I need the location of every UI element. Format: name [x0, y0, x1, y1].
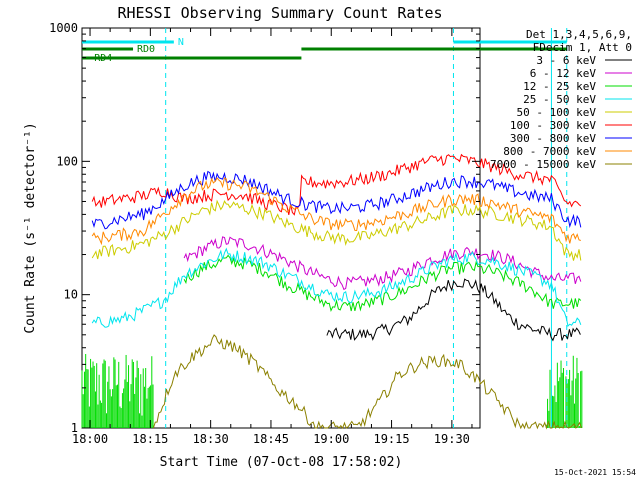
legend-entry-label: 12 - 25 keV — [523, 80, 596, 93]
legend-entry-label: 3 - 6 keV — [536, 54, 596, 67]
legend: Det 1,3,4,5,6,9,FDecim 1, Att 03 - 6 keV… — [490, 28, 632, 171]
series-line-0 — [326, 278, 581, 342]
x-tick-label: 19:00 — [313, 432, 349, 446]
y-tick-label: 1 — [71, 421, 78, 435]
legend-entry-label: 50 - 100 keV — [517, 106, 597, 119]
series-line-1 — [183, 236, 582, 291]
flag-bars: N RD0 RD4 — [82, 37, 567, 64]
flag-vlines — [165, 28, 568, 428]
x-axis: 18:00 18:15 18:30 18:45 19:00 19:15 19:30 — [72, 28, 473, 446]
series-line-4 — [91, 199, 582, 261]
legend-entry-label: 6 - 12 keV — [530, 67, 597, 80]
series-line-2 — [183, 254, 582, 312]
flag-label-n: N — [178, 37, 184, 48]
x-axis-label: Start Time (07-Oct-08 17:58:02) — [160, 455, 403, 470]
legend-entry-label: 300 - 800 keV — [510, 132, 596, 145]
y-tick-label: 1000 — [49, 21, 78, 35]
legend-entry-label: 7000 - 15000 keV — [490, 158, 596, 171]
x-tick-label: 19:15 — [373, 432, 409, 446]
plot-frame — [81, 27, 481, 429]
series-line-5 — [91, 153, 582, 216]
series-line-7 — [91, 177, 581, 246]
chart-title: RHESSI Observing Summary Count Rates — [117, 4, 442, 22]
series-line-3 — [91, 247, 582, 328]
series-layer — [91, 153, 582, 430]
y-tick-label: 10 — [64, 288, 78, 302]
y-axis-label: Count Rate (s⁻¹ detector⁻¹) — [23, 122, 38, 333]
legend-header: Det 1,3,4,5,6,9, — [526, 28, 632, 41]
legend-entry-label: 100 - 300 keV — [510, 119, 596, 132]
y-axis: 1 10 100 1000 — [49, 21, 480, 435]
flag-label-rd0: RD0 — [137, 44, 155, 55]
series-line-8 — [152, 334, 582, 430]
flag-label-rd4: RD4 — [94, 53, 112, 64]
x-tick-label: 19:30 — [434, 432, 470, 446]
x-tick-label: 18:30 — [193, 432, 229, 446]
x-tick-label: 18:15 — [132, 432, 168, 446]
legend-entry-label: 25 - 50 keV — [523, 93, 596, 106]
series-line-6 — [91, 170, 582, 230]
x-tick-label: 18:45 — [253, 432, 289, 446]
saa-fill-layer — [81, 353, 583, 428]
x-tick-label: 18:00 — [72, 432, 108, 446]
y-tick-label: 100 — [56, 154, 78, 168]
legend-entry-label: 800 - 7000 keV — [503, 145, 596, 158]
footer-date: 15-Oct-2021 15:54 — [554, 468, 636, 477]
legend-header: FDecim 1, Att 0 — [533, 41, 632, 54]
